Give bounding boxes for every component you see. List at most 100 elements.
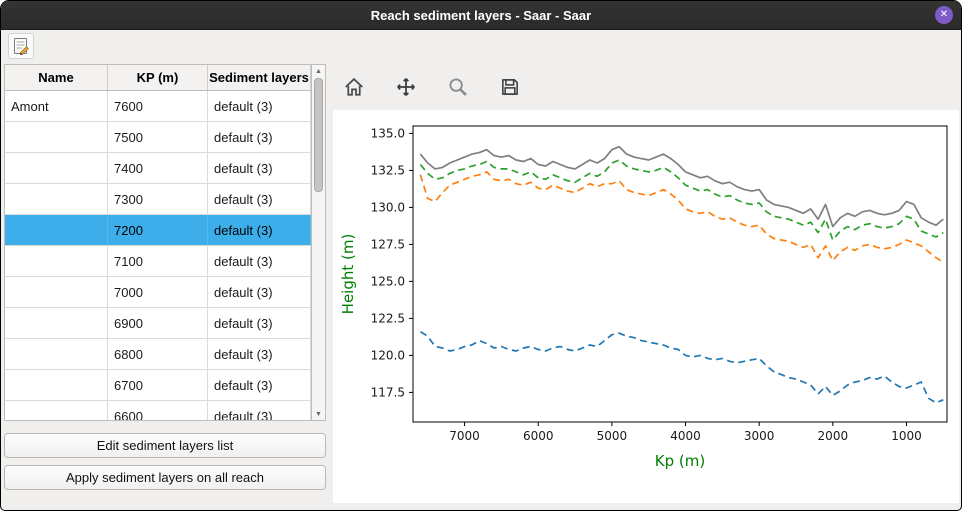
x-tick-label: 6000 xyxy=(523,429,554,443)
table-grid: Name KP (m) Sediment layers Amont 7600 def… xyxy=(5,65,311,420)
table-row[interactable]: 7400 default (3) xyxy=(5,153,311,184)
sediment-table: Name KP (m) Sediment layers Amont 7600 def… xyxy=(4,64,326,421)
table-scrollbar[interactable]: ▲ ▼ xyxy=(311,65,325,420)
edit-icon xyxy=(14,38,29,55)
layers-cell: default (3) xyxy=(208,153,311,183)
zoom-button[interactable] xyxy=(445,74,471,100)
layers-cell: default (3) xyxy=(208,184,311,214)
plot-nav-toolbar xyxy=(331,64,958,110)
x-tick-label: 5000 xyxy=(597,429,628,443)
name-cell xyxy=(5,153,108,183)
kp-cell: 7100 xyxy=(108,246,208,276)
y-tick-label: 122.5 xyxy=(371,311,405,325)
x-tick-label: 7000 xyxy=(449,429,480,443)
window-title: Reach sediment layers - Saar - Saar xyxy=(370,7,592,23)
table-row[interactable]: 6800 default (3) xyxy=(5,339,311,370)
y-tick-label: 135.0 xyxy=(371,126,405,140)
table-row[interactable]: 7500 default (3) xyxy=(5,122,311,153)
layers-cell: default (3) xyxy=(208,91,311,121)
layers-cell: default (3) xyxy=(208,339,311,369)
table-row[interactable]: 7200 default (3) xyxy=(5,215,311,246)
kp-cell: 6800 xyxy=(108,339,208,369)
table-row[interactable]: 6600 default (3) xyxy=(5,401,311,420)
close-icon: ✕ xyxy=(939,9,949,20)
name-cell xyxy=(5,277,108,307)
name-cell xyxy=(5,401,108,420)
series-green-dashed xyxy=(419,159,944,241)
kp-cell: 7300 xyxy=(108,184,208,214)
pan-icon xyxy=(397,78,415,96)
scroll-track[interactable] xyxy=(312,77,325,408)
chart-figure: 7000 6000 5000 4000 3000 2000 1000 135.0 132.5 13… xyxy=(333,110,959,503)
x-axis-label: Kp (m) xyxy=(655,452,705,470)
kp-cell: 7000 xyxy=(108,277,208,307)
layers-cell: default (3) xyxy=(208,215,311,245)
right-panel: 7000 6000 5000 4000 3000 2000 1000 135.0 132.5 13… xyxy=(331,64,959,507)
scroll-thumb[interactable] xyxy=(314,78,323,192)
scroll-up-arrow[interactable]: ▲ xyxy=(315,67,322,75)
table-body: Amont 7600 default (3) 7500 default (3) 7400 d… xyxy=(5,91,311,420)
series-gray-solid xyxy=(419,145,944,228)
name-cell xyxy=(5,215,108,245)
save-icon xyxy=(502,79,518,95)
kp-cell: 6900 xyxy=(108,308,208,338)
close-button[interactable]: ✕ xyxy=(935,6,953,24)
save-button[interactable] xyxy=(497,74,523,100)
y-tick-label: 117.5 xyxy=(371,385,405,399)
apply-sediment-layers-button[interactable]: Apply sediment layers on all reach xyxy=(4,465,326,490)
table-row[interactable]: 7000 default (3) xyxy=(5,277,311,308)
main-toolbar xyxy=(1,29,961,63)
name-cell: Amont xyxy=(5,91,108,121)
pan-button[interactable] xyxy=(393,74,419,100)
kp-cell: 6700 xyxy=(108,370,208,400)
x-tick-label: 2000 xyxy=(818,429,849,443)
table-row[interactable]: 7100 default (3) xyxy=(5,246,311,277)
kp-cell: 7500 xyxy=(108,122,208,152)
y-axis-label: Height (m) xyxy=(339,234,357,315)
kp-cell: 7400 xyxy=(108,153,208,183)
left-panel: Name KP (m) Sediment layers Amont 7600 def… xyxy=(4,64,326,490)
table-row[interactable]: 6900 default (3) xyxy=(5,308,311,339)
x-tick-label: 4000 xyxy=(670,429,701,443)
table-row[interactable]: Amont 7600 default (3) xyxy=(5,91,311,122)
name-cell xyxy=(5,122,108,152)
name-cell xyxy=(5,339,108,369)
x-tick-label: 1000 xyxy=(891,429,922,443)
kp-cell: 7600 xyxy=(108,91,208,121)
x-tick-label: 3000 xyxy=(744,429,775,443)
edit-sediment-layers-button[interactable]: Edit sediment layers list xyxy=(4,433,326,458)
table-row[interactable]: 6700 default (3) xyxy=(5,370,311,401)
home-icon xyxy=(345,77,363,96)
home-button[interactable] xyxy=(341,74,367,100)
chart-canvas[interactable]: 7000 6000 5000 4000 3000 2000 1000 135.0 132.5 13… xyxy=(333,110,959,503)
zoom-icon xyxy=(449,78,467,96)
table-row[interactable]: 7300 default (3) xyxy=(5,184,311,215)
series-blue-dashed xyxy=(419,330,944,404)
name-cell xyxy=(5,184,108,214)
plot-area[interactable] xyxy=(412,125,948,423)
header-layers: Sediment layers xyxy=(208,65,311,90)
y-tick-label: 120.0 xyxy=(371,348,405,362)
y-tick-label: 125.0 xyxy=(371,274,405,288)
name-cell xyxy=(5,370,108,400)
kp-cell: 6600 xyxy=(108,401,208,420)
name-cell xyxy=(5,308,108,338)
y-tick-label: 127.5 xyxy=(371,237,405,251)
header-kp: KP (m) xyxy=(108,65,208,90)
series-orange-dashed xyxy=(419,171,944,263)
header-name: Name xyxy=(5,65,108,90)
kp-cell: 7200 xyxy=(108,215,208,245)
y-tick-label: 132.5 xyxy=(371,163,405,177)
layers-cell: default (3) xyxy=(208,370,311,400)
layers-cell: default (3) xyxy=(208,401,311,420)
edit-button[interactable] xyxy=(8,33,34,59)
titlebar[interactable]: Reach sediment layers - Saar - Saar ✕ xyxy=(1,1,961,30)
layers-cell: default (3) xyxy=(208,277,311,307)
layers-cell: default (3) xyxy=(208,122,311,152)
name-cell xyxy=(5,246,108,276)
layers-cell: default (3) xyxy=(208,308,311,338)
y-tick-label: 130.0 xyxy=(371,200,405,214)
scroll-down-arrow[interactable]: ▼ xyxy=(315,410,322,418)
layers-cell: default (3) xyxy=(208,246,311,276)
